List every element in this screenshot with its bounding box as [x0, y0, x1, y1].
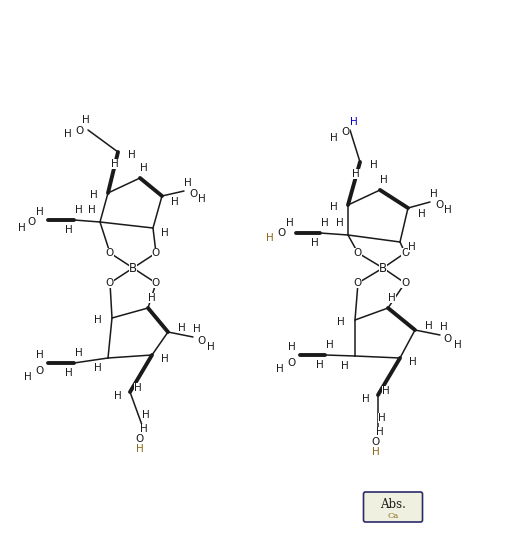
Text: H: H: [36, 350, 44, 360]
Text: H: H: [82, 115, 90, 125]
Text: H: H: [276, 364, 284, 374]
Text: O: O: [152, 278, 160, 288]
Text: O: O: [288, 358, 296, 368]
Text: H: H: [136, 444, 144, 454]
Text: H: H: [193, 324, 201, 334]
Text: H: H: [207, 342, 215, 352]
Text: H: H: [286, 218, 294, 228]
Text: H: H: [134, 383, 142, 393]
Text: H: H: [409, 357, 417, 367]
Text: H: H: [341, 361, 349, 371]
Text: O: O: [354, 278, 362, 288]
Text: H: H: [311, 238, 319, 248]
Text: H: H: [378, 413, 386, 423]
Text: O: O: [401, 248, 409, 258]
Text: O: O: [76, 126, 84, 136]
Text: O: O: [136, 434, 144, 444]
Text: O: O: [354, 248, 362, 258]
Text: H: H: [128, 150, 136, 160]
Text: Abs.: Abs.: [380, 498, 406, 512]
Text: H: H: [316, 360, 324, 370]
Text: H: H: [337, 317, 345, 327]
Text: H: H: [140, 163, 148, 173]
Text: H: H: [454, 340, 462, 350]
Text: O: O: [106, 278, 114, 288]
Text: H: H: [90, 190, 98, 200]
Text: H: H: [388, 293, 396, 303]
Text: H: H: [350, 117, 358, 127]
FancyBboxPatch shape: [363, 492, 422, 522]
Text: H: H: [430, 189, 438, 199]
Text: O: O: [197, 336, 205, 346]
Text: H: H: [288, 342, 296, 352]
Text: H: H: [111, 159, 119, 169]
Text: H: H: [326, 340, 334, 350]
Text: H: H: [88, 205, 96, 215]
Text: H: H: [362, 394, 370, 404]
Text: H: H: [330, 202, 338, 212]
Text: O: O: [190, 189, 198, 199]
Text: B: B: [129, 262, 137, 274]
Text: Ca: Ca: [387, 512, 399, 520]
Text: O: O: [152, 248, 160, 258]
Text: H: H: [18, 223, 26, 233]
Text: H: H: [440, 322, 448, 332]
Text: H: H: [184, 178, 192, 188]
Text: H: H: [148, 293, 156, 303]
Text: H: H: [36, 207, 44, 217]
Text: H: H: [140, 424, 148, 434]
Text: O: O: [278, 228, 286, 238]
Text: H: H: [24, 372, 32, 382]
Text: H: H: [64, 129, 72, 139]
Text: H: H: [114, 391, 122, 401]
Text: H: H: [380, 175, 388, 185]
Text: H: H: [425, 321, 433, 331]
Text: H: H: [94, 315, 102, 325]
Text: O: O: [401, 278, 409, 288]
Text: H: H: [330, 133, 338, 143]
Text: O: O: [444, 334, 452, 344]
Text: H: H: [94, 363, 102, 373]
Text: H: H: [198, 194, 206, 204]
Text: O: O: [372, 437, 380, 447]
Text: O: O: [28, 217, 36, 227]
Text: H: H: [142, 410, 150, 420]
Text: H: H: [75, 348, 83, 358]
Text: H: H: [65, 368, 73, 378]
Text: H: H: [370, 160, 378, 170]
Text: O: O: [436, 200, 444, 210]
Text: H: H: [65, 225, 73, 235]
Text: B: B: [379, 262, 387, 274]
Text: O: O: [106, 248, 114, 258]
Text: H: H: [444, 205, 452, 215]
Text: H: H: [372, 447, 380, 457]
Text: H: H: [75, 205, 83, 215]
Text: O: O: [342, 127, 350, 137]
Text: H: H: [418, 209, 426, 219]
Text: H: H: [376, 427, 384, 437]
Text: O: O: [36, 366, 44, 376]
Text: H: H: [321, 218, 329, 228]
Text: H: H: [382, 386, 390, 396]
Text: H: H: [336, 218, 344, 228]
Text: H: H: [352, 169, 360, 179]
Text: H: H: [161, 354, 169, 364]
Text: H: H: [178, 323, 186, 333]
Text: H: H: [266, 233, 274, 243]
Text: H: H: [161, 228, 169, 238]
Text: H: H: [408, 242, 416, 252]
Text: H: H: [171, 197, 179, 207]
